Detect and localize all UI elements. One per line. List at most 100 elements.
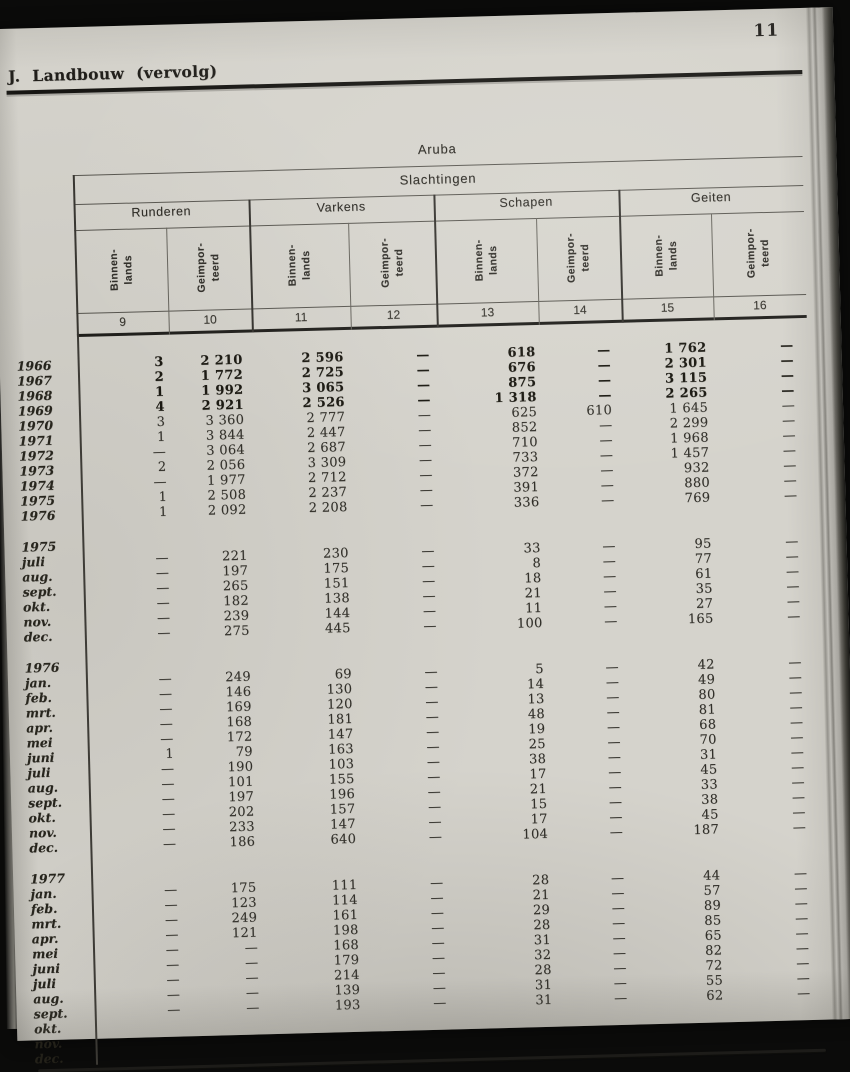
cell: — (600, 493, 615, 509)
row-label: apr. (31, 930, 59, 947)
cell (271, 1043, 370, 1061)
cell: — (787, 609, 801, 625)
row-label: juni (32, 960, 61, 977)
cell: 2 092 (207, 502, 247, 519)
document-page: 11 J. Landbouw (vervolg) Aruba Slachting… (0, 7, 850, 1072)
column-group-header-schapen: Schapen (499, 194, 554, 210)
row-label: jan. (30, 885, 57, 902)
rotated-column-header: Binnen- lands (434, 221, 538, 300)
column-header-label: Geimpor- teerd (194, 242, 223, 293)
table-body: 1966 3 2 210 2 596—618—1 762—1967 2 1 772 2 72… (13, 318, 826, 1067)
column-header-label: Geimpor- teerd (564, 232, 592, 284)
row-label: okt. (33, 1020, 62, 1037)
column-group-header-runderen: Runderen (131, 204, 192, 220)
section-label: 1977 (29, 870, 66, 887)
region-header: Aruba (417, 141, 457, 158)
rotated-column-header: Geimpor- teerd (348, 224, 436, 302)
row-label: feb. (30, 900, 58, 917)
row-label: 1970 (18, 417, 54, 434)
column-number: 15 (660, 300, 675, 315)
row-label: jan. (24, 674, 52, 691)
row-label: apr. (26, 719, 54, 736)
row-label: nov. (34, 1035, 63, 1052)
column-number: 11 (294, 310, 308, 325)
cell: 769 (684, 490, 711, 507)
row-label: okt. (28, 809, 56, 826)
cell: — (792, 820, 807, 836)
row-label: aug. (22, 568, 53, 585)
row-label: 1971 (18, 432, 54, 449)
rotated-column-header: Binnen- lands (619, 216, 713, 294)
page-title: J. Landbouw (vervolg) (7, 61, 218, 86)
cell: — (428, 829, 443, 846)
cell (557, 1036, 640, 1053)
row-label: dec. (34, 1050, 64, 1067)
row-label: 1974 (19, 477, 55, 494)
rotated-column-header: Geimpor- teerd (536, 219, 621, 297)
column-number: 13 (480, 305, 495, 320)
column-header-label: Geimpor- teerd (744, 228, 772, 279)
cell: 336 (513, 494, 540, 511)
cell (640, 1033, 732, 1050)
cell: — (162, 836, 177, 852)
row-label: 1967 (16, 372, 53, 389)
row-label: 1975 (20, 492, 56, 509)
cell: — (609, 824, 624, 841)
column-group-header-geiten: Geiten (690, 189, 732, 205)
page-number: 11 (753, 20, 780, 42)
row-label: mei (31, 945, 59, 962)
cell (96, 1047, 188, 1064)
rotated-column-header: Geimpor- teerd (166, 229, 251, 307)
row-label: mrt. (31, 915, 62, 932)
column-number: 10 (203, 312, 217, 327)
row-label: juli (27, 764, 51, 781)
row-label: 1968 (17, 387, 53, 404)
cell (188, 1045, 271, 1062)
cell: 104 (522, 826, 549, 843)
cell: 100 (516, 615, 543, 632)
row-label: juni (26, 749, 55, 766)
row-label: feb. (25, 689, 53, 706)
cell: 186 (229, 834, 256, 851)
column-header-label: Binnen- lands (652, 234, 680, 277)
row-label: 1972 (18, 447, 55, 464)
column-header-label: Geimpor- teerd (378, 237, 406, 289)
section-label: 1975 (21, 538, 57, 555)
column-header-label: Binnen- lands (107, 248, 135, 292)
row-label: juli (32, 975, 57, 992)
column-number: 9 (119, 314, 127, 329)
cell (370, 1040, 456, 1057)
row-label: okt. (22, 598, 51, 615)
row-label: 1966 (16, 357, 52, 374)
cell: 2 208 (308, 500, 348, 517)
cell: 165 (687, 611, 714, 628)
cell: — (423, 618, 437, 635)
cell: — (783, 488, 798, 504)
column-number: 16 (753, 297, 767, 313)
column-number: 12 (386, 307, 401, 322)
row-label: nov. (28, 824, 57, 841)
column-header-label: Binnen- lands (472, 239, 500, 282)
stat-table: Aruba Slachtingen Runderen Varkens Schap… (7, 80, 826, 1072)
row-label: nov. (23, 613, 52, 630)
cell: — (420, 497, 434, 514)
cell: — (604, 613, 618, 630)
column-group-header-varkens: Varkens (316, 199, 366, 215)
row-label: mrt. (25, 704, 56, 721)
cell (456, 1038, 558, 1056)
row-label: 1973 (19, 462, 55, 479)
row-label: dec. (23, 628, 53, 645)
cell: 187 (693, 822, 720, 839)
table-header: Aruba Slachtingen Runderen Varkens Schap… (7, 80, 807, 339)
rotated-column-header: Binnen- lands (249, 226, 350, 305)
cell (732, 1031, 825, 1048)
section-label: 1976 (24, 659, 60, 676)
row-label: 1976 (20, 507, 56, 524)
column-header-label: Binnen- lands (285, 244, 314, 287)
cell: 445 (324, 620, 351, 637)
rotated-column-header: Binnen- lands (74, 231, 168, 309)
column-number: 14 (573, 302, 587, 318)
row-label: aug. (27, 779, 59, 796)
rotated-column-header: Geimpor- teerd (711, 214, 806, 292)
